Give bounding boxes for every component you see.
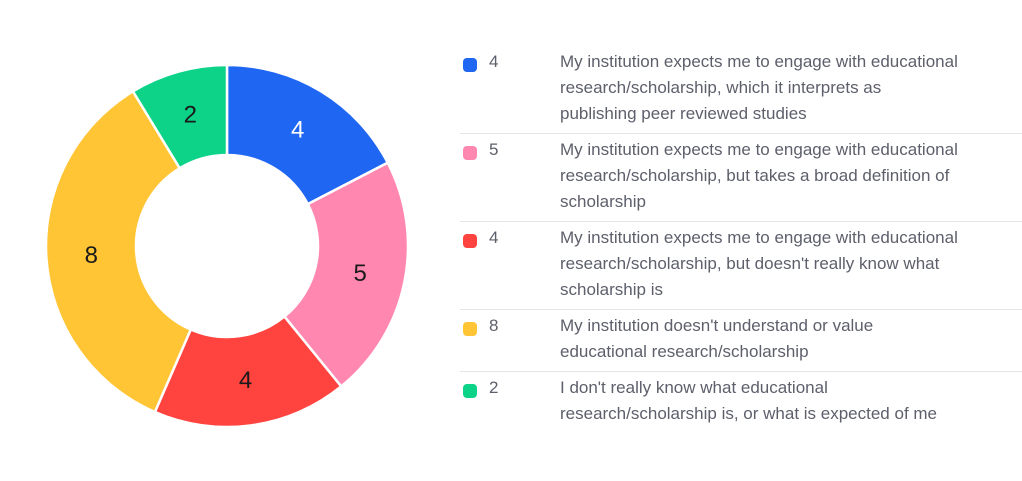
legend-swatch xyxy=(463,234,477,248)
donut-slice-5 xyxy=(131,63,229,170)
legend-count: 5 xyxy=(489,140,499,159)
legend-label: My institution doesn't understand or val… xyxy=(560,316,874,361)
slice-value-label-1: 4 xyxy=(291,116,304,143)
legend-swatch xyxy=(463,384,477,398)
legend-item: 4 My institution expects me to engage wit… xyxy=(460,222,1022,310)
legend-item: 8 My institution doesn't understand or va… xyxy=(460,310,1022,372)
legend-item: 5 My institution expects me to engage wit… xyxy=(460,134,1022,222)
chart-legend: 4 My institution expects me to engage wit… xyxy=(460,46,1022,433)
donut-slice-1 xyxy=(225,63,389,206)
legend-count: 4 xyxy=(489,52,499,71)
donut-chart: 4 5 4 8 2 xyxy=(44,63,410,429)
legend-swatch xyxy=(463,58,477,72)
donut-slice-3 xyxy=(153,315,343,429)
slice-value-label-4: 8 xyxy=(85,242,98,269)
legend-label: My institution expects me to engage with… xyxy=(560,52,958,123)
legend-count: 4 xyxy=(489,228,499,247)
slice-value-label-5: 2 xyxy=(184,102,197,129)
donut-slice-4 xyxy=(44,90,192,414)
legend-label: I don't really know what educational res… xyxy=(560,378,938,423)
legend-item: 2 I don't really know what educational re… xyxy=(460,372,1022,433)
legend-label: My institution expects me to engage with… xyxy=(560,228,958,299)
legend-swatch xyxy=(463,146,477,160)
legend-count: 8 xyxy=(489,316,499,335)
legend-label: My institution expects me to engage with… xyxy=(560,140,958,211)
slice-value-label-3: 4 xyxy=(239,367,252,394)
legend-item: 4 My institution expects me to engage wit… xyxy=(460,46,1022,134)
slice-value-label-2: 5 xyxy=(353,260,366,287)
donut-slice-2 xyxy=(283,161,410,388)
legend-count: 2 xyxy=(489,378,499,397)
legend-swatch xyxy=(463,322,477,336)
